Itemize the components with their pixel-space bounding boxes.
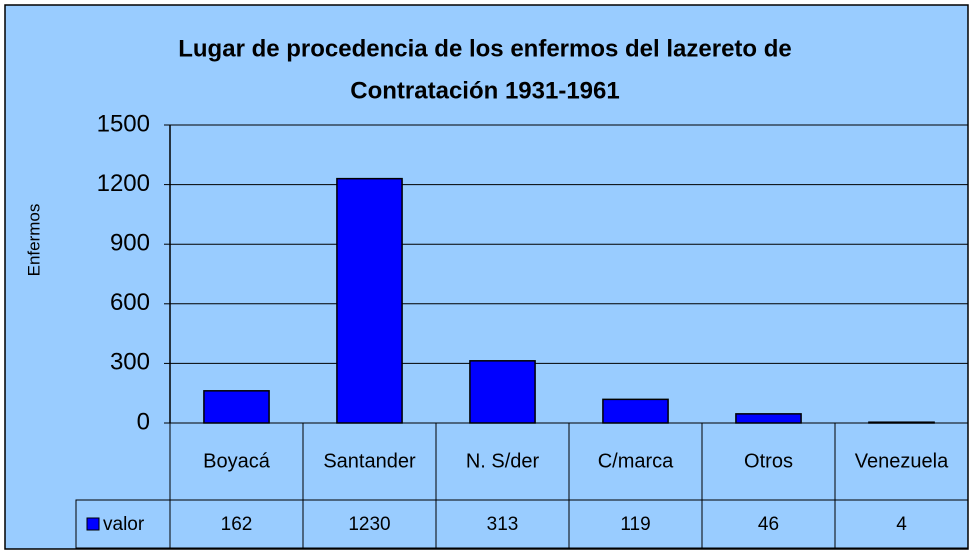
table-value: 313 bbox=[487, 514, 519, 535]
bar bbox=[602, 398, 669, 424]
bar bbox=[469, 360, 536, 424]
y-tick-label: 1200 bbox=[97, 170, 150, 197]
x-tick-label: C/marca bbox=[598, 450, 674, 472]
y-tick-label: 600 bbox=[110, 289, 150, 316]
table-value: 162 bbox=[221, 514, 253, 535]
chart-title: Lugar de procedencia de los enfermos del… bbox=[178, 35, 792, 62]
table-value: 4 bbox=[896, 514, 907, 535]
y-axis-label: Enfermos bbox=[24, 204, 43, 277]
x-tick-label: Santander bbox=[323, 450, 416, 472]
bar bbox=[735, 413, 802, 424]
y-tick-label: 0 bbox=[137, 408, 150, 435]
chart-title: Contratación 1931-1961 bbox=[350, 77, 619, 104]
y-tick-label: 1500 bbox=[97, 110, 150, 137]
x-tick-label: Otros bbox=[744, 450, 793, 472]
chart-area bbox=[4, 4, 969, 550]
y-tick-label: 900 bbox=[110, 230, 150, 257]
table-value: 119 bbox=[620, 514, 650, 535]
legend-key bbox=[86, 517, 100, 531]
legend-label: valor bbox=[103, 514, 145, 535]
x-tick-label: N. S/der bbox=[466, 450, 540, 472]
y-tick-label: 300 bbox=[110, 349, 150, 376]
data-table bbox=[75, 499, 969, 549]
table-value: 1230 bbox=[348, 514, 390, 535]
table-value: 46 bbox=[758, 514, 779, 535]
bar bbox=[203, 390, 270, 424]
bar bbox=[868, 421, 935, 424]
x-tick-label: Boyacá bbox=[203, 450, 271, 472]
x-tick-label: Venezuela bbox=[855, 450, 949, 472]
bar bbox=[336, 177, 403, 424]
